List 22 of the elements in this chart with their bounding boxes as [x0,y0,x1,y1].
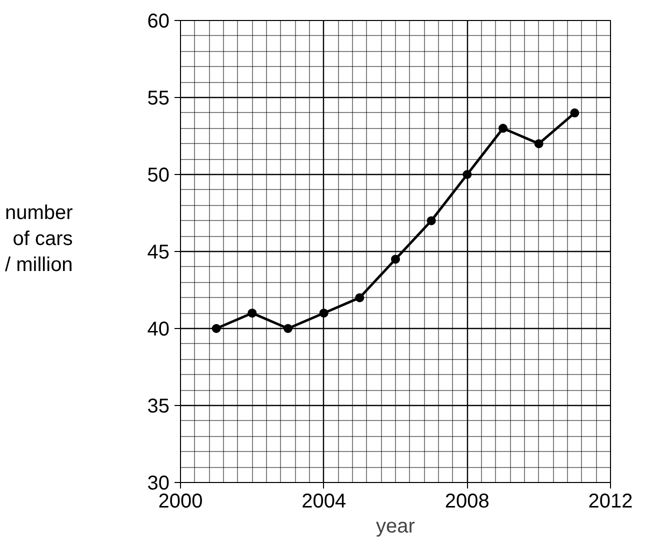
point [391,254,400,264]
y-tick-label: 50 [147,164,170,186]
point [462,170,472,179]
x-tick-label: 2008 [444,490,490,512]
y-tick-label: 35 [147,396,170,418]
point [319,308,328,318]
point [355,293,364,302]
point [212,324,221,333]
y-tick-label: 45 [147,242,170,264]
point [284,324,292,333]
point [426,216,436,226]
x-tick-label: 2012 [588,490,633,512]
x-tick-label: 2004 [302,490,346,512]
x-axis-title: year [376,516,416,538]
y-tick-label: 60 [147,10,170,32]
y-axis-title: number of cars / million [5,201,73,278]
point [570,108,580,118]
point [248,308,257,318]
y-tick-label: 40 [147,318,170,340]
y-tick-label: 55 [147,88,170,110]
point [498,124,508,133]
point [534,139,544,148]
